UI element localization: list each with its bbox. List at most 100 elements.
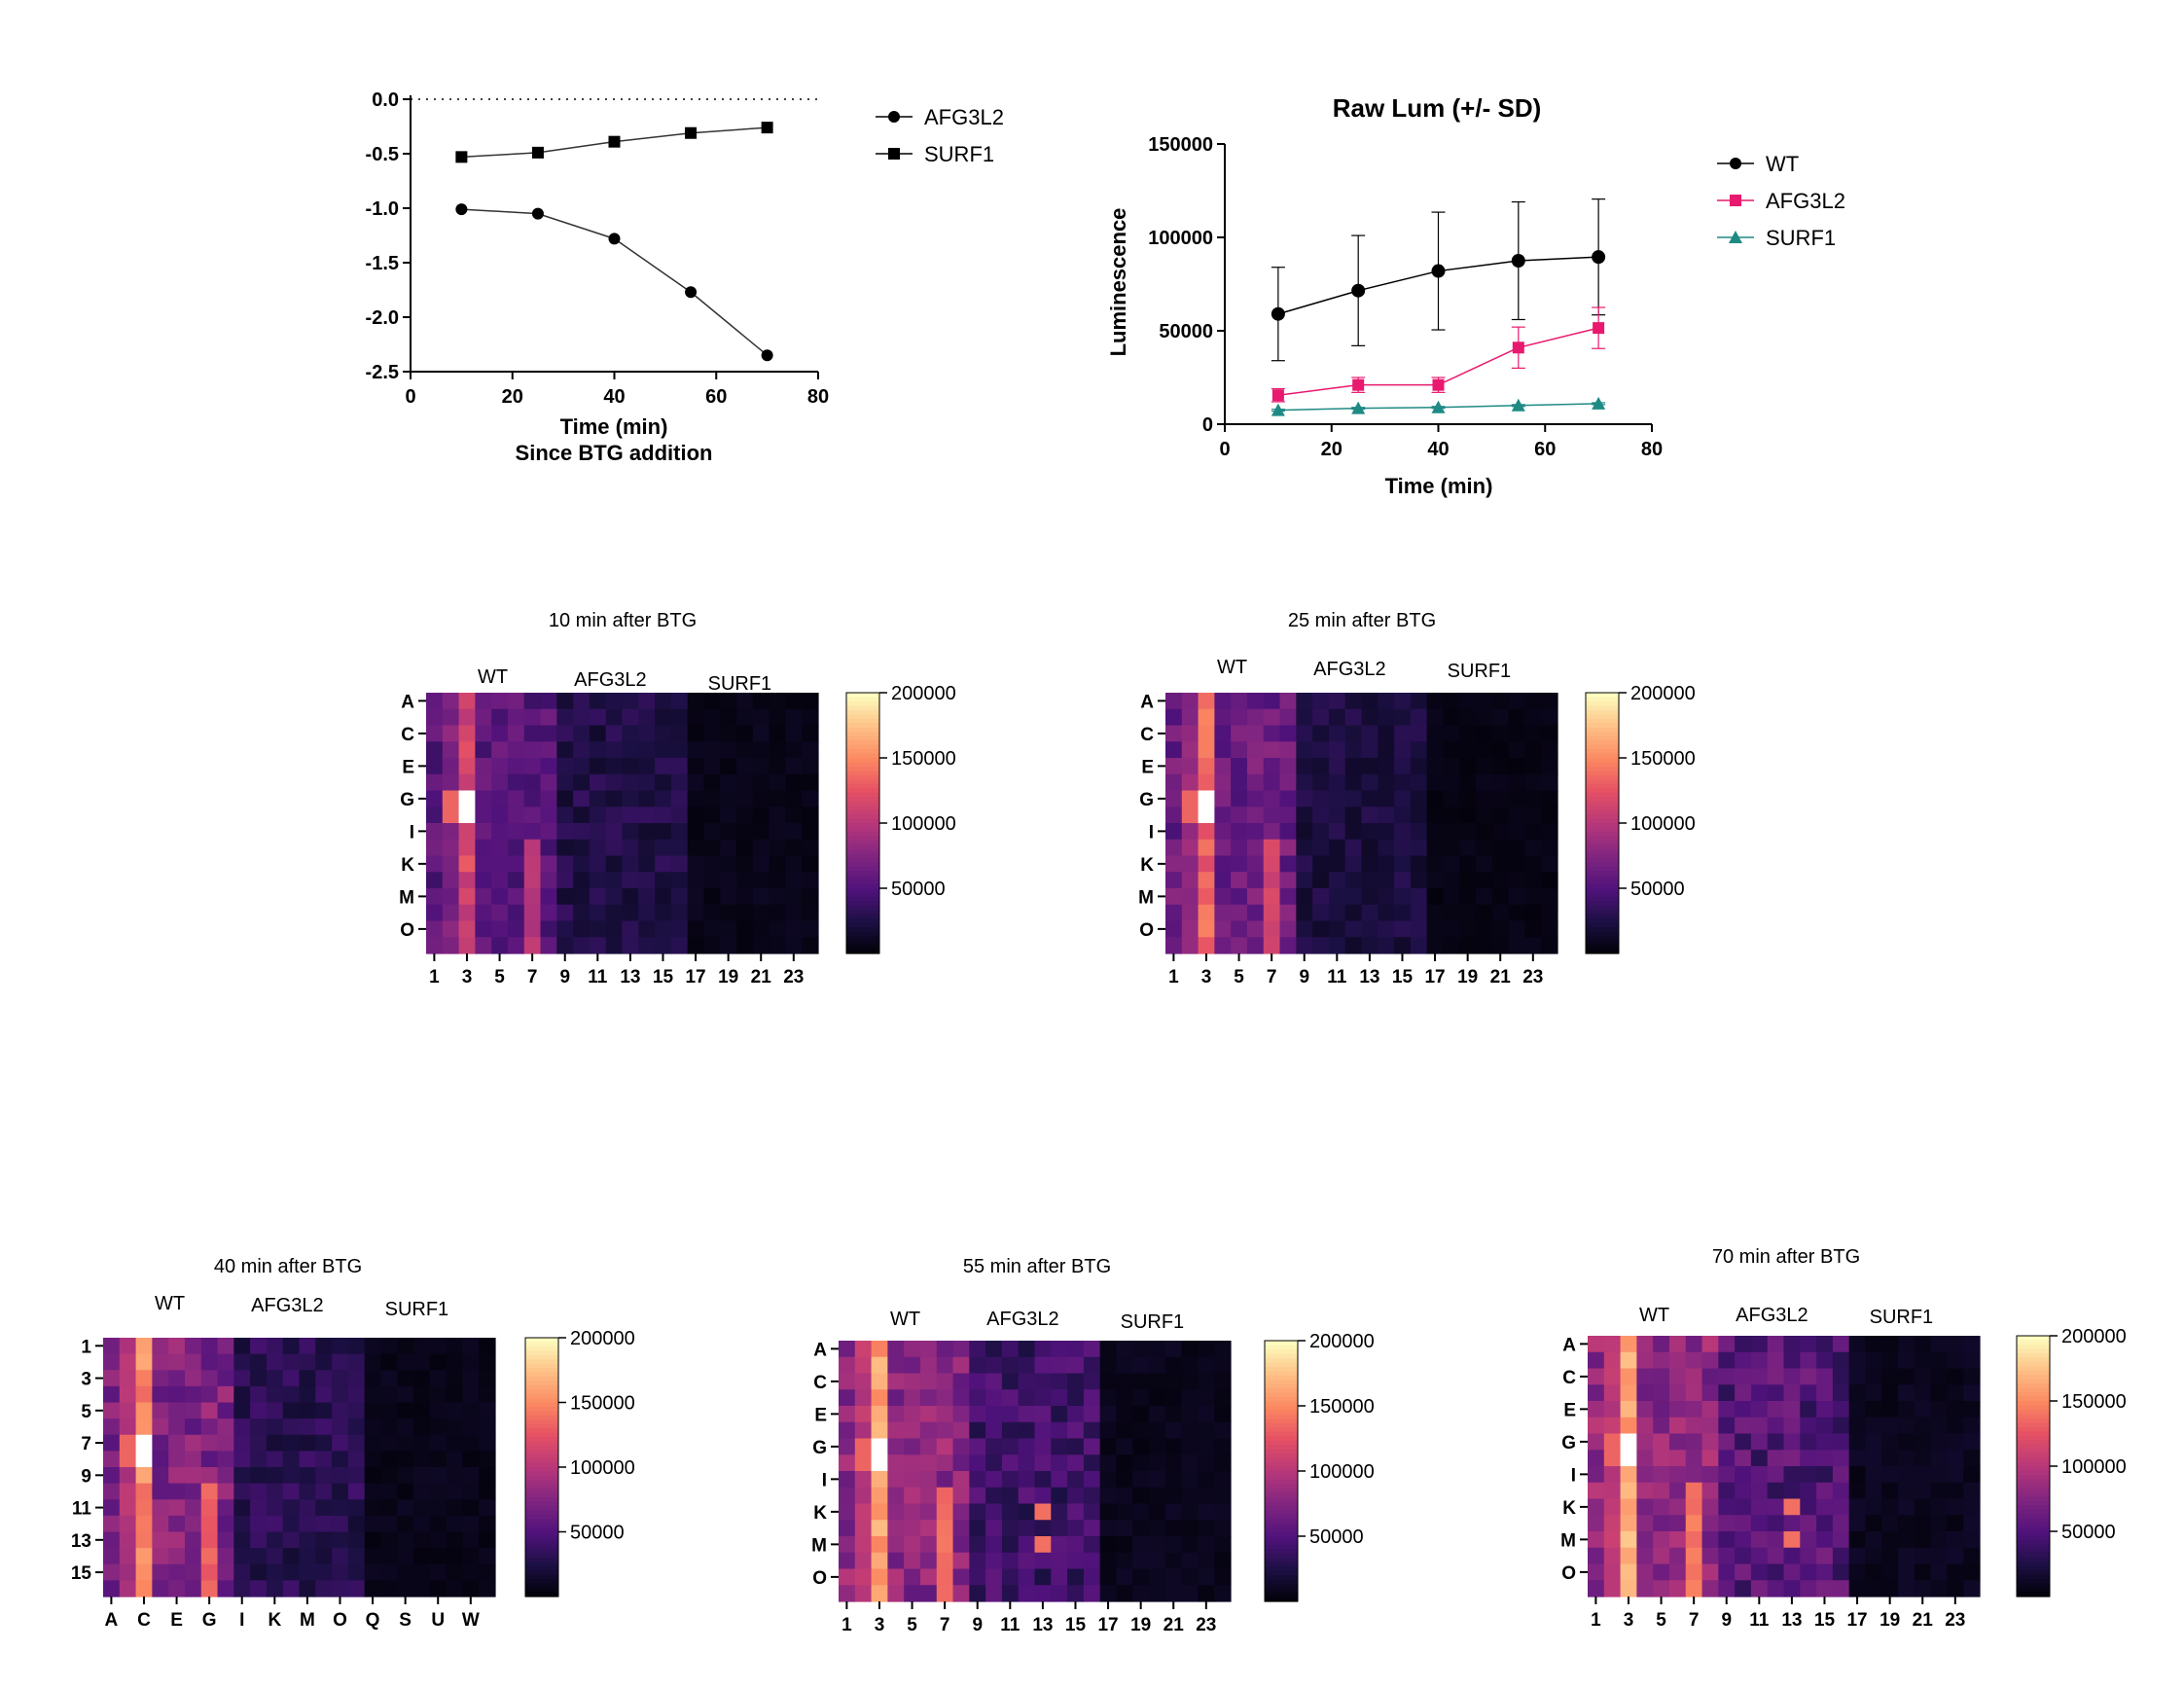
heatmap-cell bbox=[1034, 1406, 1052, 1423]
heatmap-cell bbox=[1701, 1450, 1719, 1467]
heatmap-cell bbox=[299, 1548, 316, 1565]
heatmap-cell bbox=[839, 1406, 856, 1423]
heatmap-colorbar-segment bbox=[1265, 1406, 1298, 1412]
heatmap-cell bbox=[1116, 1520, 1133, 1537]
heatmap-cell bbox=[1800, 1336, 1817, 1353]
heatmap-cell bbox=[936, 1454, 954, 1472]
heatmap-cell bbox=[703, 790, 721, 808]
heatmap-cell bbox=[1426, 823, 1445, 841]
heatmap-cell bbox=[736, 888, 754, 906]
heatmap-cell bbox=[1963, 1351, 1981, 1370]
heatmap-cell bbox=[1459, 920, 1477, 938]
chart-delta-point-surf1 bbox=[531, 146, 544, 159]
heatmap-cell bbox=[1524, 790, 1542, 808]
heatmap-colorbar-segment bbox=[2017, 1361, 2050, 1367]
heatmap-cell bbox=[1246, 904, 1265, 922]
chart-delta-marks bbox=[455, 122, 773, 362]
heatmap-cell bbox=[1116, 1341, 1133, 1358]
heatmap-cell bbox=[1410, 725, 1428, 742]
heatmap-cell bbox=[1279, 823, 1297, 841]
heatmap-group-label-surf1: SURF1 bbox=[385, 1299, 449, 1320]
heatmap-colorbar-segment bbox=[846, 806, 879, 811]
heatmap-cell bbox=[1491, 855, 1510, 873]
heatmap-cell bbox=[1476, 920, 1493, 938]
heatmap-colorbar-segment bbox=[846, 892, 879, 898]
heatmap-cell bbox=[1603, 1515, 1622, 1532]
heatmap-row-label: G bbox=[400, 790, 414, 810]
heatmap-cell bbox=[1767, 1580, 1785, 1597]
heatmap-cell bbox=[1132, 1568, 1150, 1586]
heatmap-cell bbox=[736, 872, 754, 889]
heatmap-colorbar-segment bbox=[846, 714, 879, 720]
heatmap-cell bbox=[904, 1406, 921, 1423]
heatmap-cell bbox=[442, 693, 460, 710]
heatmap-row-label: E bbox=[1563, 1400, 1576, 1420]
heatmap-colorbar-segment bbox=[1265, 1597, 1298, 1602]
heatmap-cell bbox=[1246, 807, 1265, 824]
heatmap-cell bbox=[1312, 741, 1330, 759]
heatmap-cell bbox=[1181, 1487, 1199, 1505]
heatmap-cell bbox=[785, 693, 803, 710]
heatmap-cell bbox=[119, 1499, 137, 1517]
heatmap-colorbar-segment bbox=[1265, 1549, 1298, 1555]
heatmap-colorbar-segment bbox=[2017, 1565, 2050, 1571]
heatmap-cell bbox=[1750, 1515, 1769, 1532]
heatmap-cell bbox=[1524, 807, 1542, 824]
heatmap-cell bbox=[1116, 1421, 1133, 1440]
heatmap-cell bbox=[1508, 807, 1526, 824]
heatmap-row-label: E bbox=[402, 757, 414, 777]
heatmap-cell bbox=[1198, 1503, 1215, 1521]
heatmap-cell bbox=[720, 888, 737, 906]
heatmap-cell bbox=[1034, 1487, 1052, 1505]
heatmap-cell bbox=[1198, 839, 1215, 857]
heatmap-cell bbox=[1603, 1368, 1622, 1385]
heatmap-cell bbox=[655, 725, 672, 742]
heatmap-colorbar-segment bbox=[1586, 797, 1619, 803]
heatmap-cell bbox=[752, 807, 770, 824]
heatmap-cell bbox=[1750, 1580, 1769, 1597]
heatmap-cell bbox=[670, 725, 689, 742]
heatmap-cell bbox=[442, 839, 460, 857]
heatmap-cell bbox=[1378, 855, 1395, 873]
heatmap-cell bbox=[1410, 920, 1428, 938]
heatmap-cell bbox=[1767, 1417, 1785, 1435]
heatmap-cell bbox=[605, 904, 624, 922]
heatmap-colorbar-segment bbox=[525, 1467, 558, 1473]
heatmap-cell bbox=[1653, 1531, 1670, 1549]
heatmap-cell bbox=[1018, 1356, 1036, 1375]
heatmap-cell bbox=[1181, 839, 1199, 857]
heatmap-cell bbox=[1246, 758, 1265, 775]
heatmap-cell bbox=[1231, 872, 1248, 889]
heatmap-cell bbox=[217, 1580, 234, 1597]
heatmap-colorbar-segment bbox=[2017, 1531, 2050, 1537]
heatmap-cell bbox=[135, 1402, 153, 1419]
heatmap-cell bbox=[1132, 1356, 1150, 1375]
heatmap-cell bbox=[871, 1406, 888, 1423]
heatmap-cell bbox=[1296, 790, 1313, 808]
heatmap-cell bbox=[1914, 1450, 1932, 1467]
heatmap-cell bbox=[1588, 1401, 1605, 1418]
heatmap-cell bbox=[1214, 1568, 1232, 1586]
heatmap-cell bbox=[1132, 1373, 1150, 1390]
heatmap-cell bbox=[1947, 1466, 1964, 1484]
heatmap-col-label: 9 bbox=[972, 1615, 983, 1635]
heatmap-row-label: I bbox=[410, 822, 414, 843]
heatmap-cell bbox=[540, 904, 557, 922]
heatmap-cell bbox=[491, 693, 509, 710]
heatmap-cell bbox=[364, 1338, 382, 1355]
heatmap-cell bbox=[1783, 1531, 1801, 1549]
heatmap-cell bbox=[397, 1385, 414, 1404]
heatmap-cell bbox=[1653, 1368, 1670, 1385]
heatmap-cell bbox=[1051, 1520, 1068, 1537]
heatmap-cell bbox=[1620, 1401, 1637, 1418]
heatmap-cell bbox=[1914, 1401, 1932, 1418]
heatmap-cell bbox=[969, 1585, 986, 1602]
heatmap-cell bbox=[250, 1385, 268, 1404]
heatmap-cell bbox=[638, 839, 656, 857]
heatmap-cell bbox=[1378, 741, 1395, 759]
heatmap-row-label: M bbox=[811, 1535, 827, 1556]
heatmap-colorbar-segment bbox=[1586, 879, 1619, 885]
heatmap-cell bbox=[1668, 1417, 1687, 1435]
heatmap-cell bbox=[605, 725, 624, 742]
heatmap-cell bbox=[1491, 773, 1510, 792]
